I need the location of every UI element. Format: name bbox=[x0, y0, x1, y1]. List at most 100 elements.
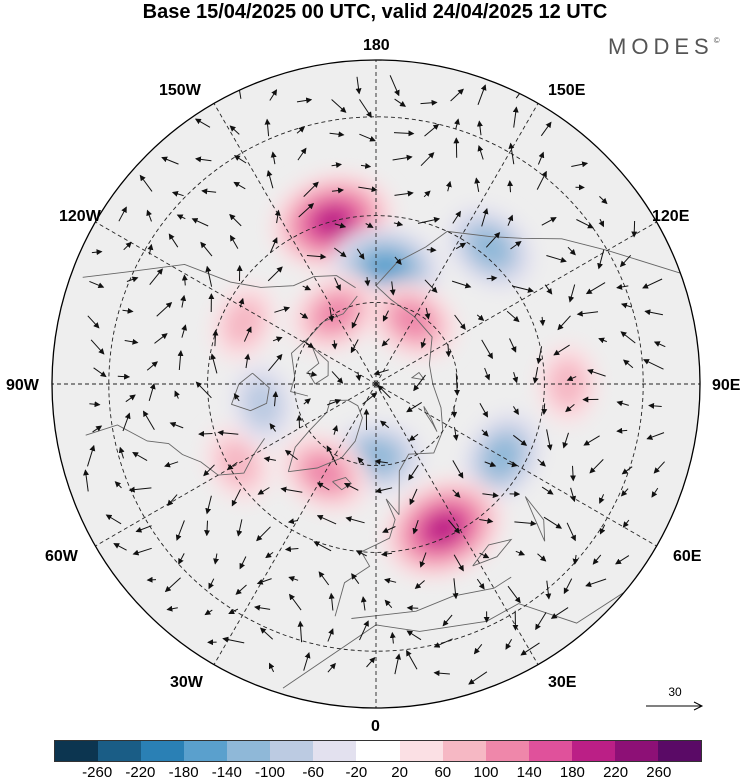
wind-vector bbox=[616, 427, 628, 434]
wind-vector bbox=[406, 401, 422, 413]
wind-vector bbox=[476, 578, 485, 590]
wind-vector bbox=[546, 255, 567, 263]
wind-vector bbox=[306, 253, 327, 260]
wind-vector bbox=[597, 249, 605, 270]
wind-vector bbox=[204, 520, 211, 537]
colorbar bbox=[54, 740, 702, 762]
wind-vector bbox=[356, 248, 365, 260]
wind-vector bbox=[643, 359, 664, 370]
wind-vector bbox=[167, 494, 178, 507]
wind-vector bbox=[653, 341, 666, 348]
wind-vector bbox=[477, 145, 484, 160]
wind-vector bbox=[541, 217, 557, 226]
wind-vector bbox=[268, 662, 275, 673]
coastline-segment bbox=[230, 372, 270, 412]
coastline-segment bbox=[287, 399, 363, 473]
coastline-segment bbox=[85, 424, 265, 476]
wind-vector bbox=[288, 576, 299, 582]
wind-vector bbox=[616, 400, 629, 407]
wind-vector bbox=[620, 488, 629, 497]
wind-vector bbox=[408, 464, 419, 481]
wind-vector bbox=[598, 218, 605, 228]
wind-vector bbox=[420, 152, 435, 167]
wind-vector bbox=[176, 214, 186, 220]
wind-vector bbox=[358, 186, 378, 193]
wind-vector bbox=[355, 76, 362, 95]
colorbar-tick-label: 260 bbox=[646, 764, 672, 781]
wind-vector bbox=[576, 219, 594, 229]
wind-vector bbox=[226, 461, 238, 470]
wind-vector bbox=[486, 275, 498, 282]
wind-vector bbox=[118, 446, 125, 459]
wind-vector bbox=[476, 120, 483, 136]
wind-vector bbox=[382, 526, 396, 533]
wind-vector bbox=[412, 519, 419, 535]
wind-vector bbox=[539, 316, 546, 327]
colorbar-tick-label: -180 bbox=[168, 764, 199, 781]
colorbar-segment bbox=[485, 741, 529, 761]
wind-vector bbox=[453, 554, 464, 572]
wind-vector bbox=[194, 118, 211, 128]
wind-vector bbox=[233, 155, 247, 164]
negative-center-okhotsk bbox=[470, 229, 510, 267]
chart-title: Base 15/04/2025 00 UTC, valid 24/04/2025… bbox=[142, 1, 608, 23]
wind-vector bbox=[566, 375, 577, 382]
wind-vector bbox=[599, 494, 605, 504]
wind-vector bbox=[454, 314, 466, 331]
wind-vector bbox=[171, 191, 184, 197]
wind-vector bbox=[511, 285, 534, 293]
wind-vector bbox=[132, 452, 148, 462]
wind-vector bbox=[424, 279, 438, 294]
wind-vector bbox=[452, 210, 461, 224]
wind-vector bbox=[380, 420, 390, 429]
wind-vector bbox=[433, 638, 453, 648]
coastline-segment bbox=[423, 406, 438, 432]
wind-vector bbox=[350, 339, 359, 354]
wind-vector bbox=[360, 162, 372, 169]
wind-vector bbox=[331, 340, 338, 350]
wind-vector bbox=[384, 599, 393, 609]
wind-vector bbox=[622, 519, 630, 528]
colorbar-segment bbox=[528, 741, 572, 761]
wind-vector bbox=[394, 256, 402, 265]
wind-vector bbox=[329, 131, 345, 138]
wind-vector bbox=[592, 554, 602, 565]
wind-vector bbox=[146, 361, 158, 371]
wind-vector bbox=[331, 162, 342, 169]
coastline-segment bbox=[282, 591, 625, 689]
wind-vector bbox=[357, 457, 365, 465]
wind-vector bbox=[442, 614, 453, 627]
wind-vector bbox=[90, 339, 105, 355]
wind-vector bbox=[122, 307, 134, 314]
wind-vector bbox=[598, 337, 607, 344]
wind-vector bbox=[514, 520, 537, 527]
positive-center-alaska-arctic bbox=[314, 295, 356, 332]
wind-vector bbox=[128, 486, 152, 493]
wind-vector bbox=[327, 628, 334, 642]
wind-vector bbox=[267, 266, 283, 282]
wind-vector bbox=[164, 577, 181, 593]
wind-vector bbox=[345, 516, 365, 524]
wind-vector bbox=[468, 671, 488, 685]
wind-vector bbox=[406, 630, 422, 641]
colorbar-tick-label: -100 bbox=[254, 764, 286, 781]
wind-vector bbox=[426, 246, 437, 253]
wind-vector bbox=[269, 89, 278, 101]
wind-vector bbox=[118, 206, 127, 222]
wind-vector bbox=[616, 283, 629, 290]
wind-vector bbox=[200, 241, 213, 257]
wind-vector bbox=[644, 309, 663, 316]
wind-vector bbox=[231, 489, 241, 507]
wind-vector bbox=[544, 284, 553, 295]
wind-vector bbox=[481, 429, 489, 437]
wind-vector bbox=[583, 435, 600, 446]
wind-vector bbox=[585, 282, 606, 295]
wind-vector bbox=[256, 578, 272, 585]
wind-vector bbox=[316, 482, 330, 491]
wind-vector bbox=[576, 310, 599, 317]
wind-vector bbox=[156, 302, 173, 317]
colorbar-segment bbox=[141, 741, 185, 761]
wind-vector bbox=[146, 576, 157, 583]
wind-vector bbox=[303, 181, 319, 197]
wind-vector bbox=[331, 371, 344, 384]
